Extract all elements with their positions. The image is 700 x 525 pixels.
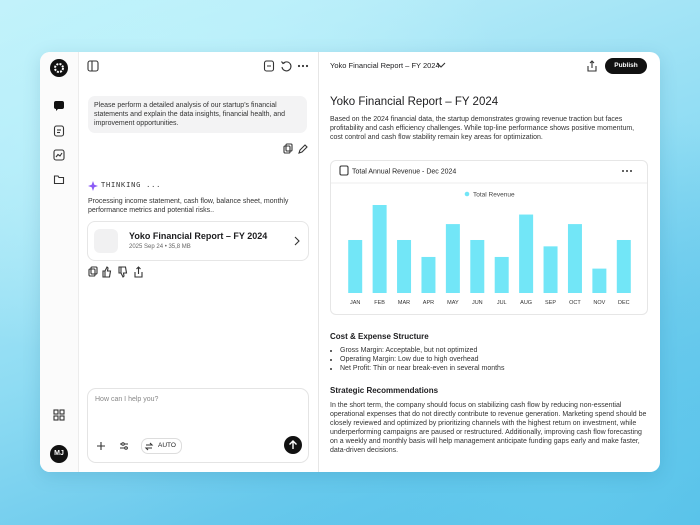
publish-button[interactable]: Publish	[605, 58, 647, 74]
x-tick-label: SEP	[545, 300, 556, 306]
bar	[397, 239, 412, 293]
bar	[592, 268, 607, 293]
file-icon	[94, 229, 118, 253]
x-tick-label: MAR	[398, 300, 410, 306]
thinking-text: Processing income statement, cash flow, …	[88, 198, 289, 214]
file-card[interactable]: Yoko Financial Report – FY 2024 2025 Sep…	[87, 221, 309, 261]
tab-chevron[interactable]	[436, 62, 446, 69]
chart-card: Total Annual Revenue - Dec 2024 Total Re…	[330, 160, 648, 315]
app-window: MJ Please perform a detailed analysis of…	[40, 52, 660, 472]
x-tick-label: JUL	[497, 300, 507, 306]
chart-icon[interactable]	[53, 149, 65, 161]
tab-title[interactable]: Yoko Financial Report – FY 2024	[330, 61, 440, 70]
history-icon[interactable]	[280, 60, 292, 72]
chat-panel: Please perform a detailed analysis of ou…	[78, 52, 319, 472]
strategy-heading: Strategic Recommendations	[330, 386, 439, 395]
more-icon[interactable]	[297, 60, 309, 72]
avatar[interactable]: MJ	[50, 445, 68, 463]
chat-input[interactable]: How can I help you? AUTO	[87, 388, 309, 463]
report-intro: Based on the 2024 financial data, the st…	[330, 116, 635, 141]
chart-title: Total Annual Revenue - Dec 2024	[352, 169, 456, 176]
logo	[50, 59, 68, 77]
sidebar: MJ	[40, 52, 79, 472]
apps-icon[interactable]	[53, 409, 65, 421]
bar	[470, 239, 485, 293]
report-panel: Yoko Financial Report – FY 2024 Publish …	[319, 52, 660, 472]
share-icon[interactable]	[586, 60, 598, 72]
chart: Total Annual Revenue - Dec 2024 Total Re…	[331, 165, 647, 306]
bar	[372, 205, 387, 293]
x-tick-label: FEB	[374, 300, 385, 306]
chat-icon[interactable]	[53, 100, 65, 112]
legend-label: Total Revenue	[473, 192, 515, 199]
folder-icon[interactable]	[53, 173, 65, 185]
x-tick-label: JUN	[472, 300, 483, 306]
x-tick-label: DEC	[618, 300, 630, 306]
x-tick-label: MAY	[447, 300, 459, 306]
input-placeholder: How can I help you?	[95, 396, 159, 403]
bar	[567, 224, 582, 293]
bar	[519, 214, 534, 293]
thinking-icon	[88, 181, 98, 191]
legend-swatch	[464, 191, 470, 197]
response-actions[interactable]	[88, 266, 148, 278]
cost-bullet: Net Profit: Thin or near break-even in s…	[340, 364, 504, 373]
send-button[interactable]	[284, 436, 302, 454]
file-meta: 2025 Sep 24 • 35,8 MB	[129, 244, 191, 250]
bar	[543, 246, 558, 293]
x-tick-label: JAN	[350, 300, 360, 306]
bar	[348, 239, 363, 293]
x-tick-label: OCT	[569, 300, 581, 306]
message-actions[interactable]	[283, 143, 309, 155]
x-tick-label: APR	[423, 300, 434, 306]
mode-icon	[144, 442, 154, 451]
new-doc-icon[interactable]	[263, 60, 275, 72]
bar	[616, 239, 631, 293]
file-title: Yoko Financial Report – FY 2024	[129, 231, 268, 241]
x-tick-label: NOV	[593, 300, 605, 306]
mode-select[interactable]: AUTO	[141, 438, 182, 454]
cost-heading: Cost & Expense Structure	[330, 332, 429, 341]
panel-toggle[interactable]	[87, 60, 99, 72]
thinking-label: THINKING ...	[101, 181, 162, 189]
strategy-text: In the short term, the company should fo…	[330, 402, 647, 454]
chevron	[294, 236, 300, 246]
bar	[421, 256, 436, 293]
cost-list: Gross Margin: Acceptable, but not optimi…	[330, 346, 504, 373]
chart-menu[interactable]	[622, 170, 632, 172]
bar	[494, 256, 509, 293]
cost-bullet: Operating Margin: Low due to high overhe…	[340, 355, 504, 364]
input-tools[interactable]	[96, 441, 136, 451]
bar	[445, 224, 460, 293]
notes-icon[interactable]	[53, 125, 65, 137]
chart-icon	[339, 165, 349, 176]
user-message: Please perform a detailed analysis of ou…	[88, 96, 307, 133]
x-tick-label: AUG	[520, 300, 532, 306]
cost-bullet: Gross Margin: Acceptable, but not optimi…	[340, 346, 504, 355]
report-title: Yoko Financial Report – FY 2024	[330, 96, 499, 108]
